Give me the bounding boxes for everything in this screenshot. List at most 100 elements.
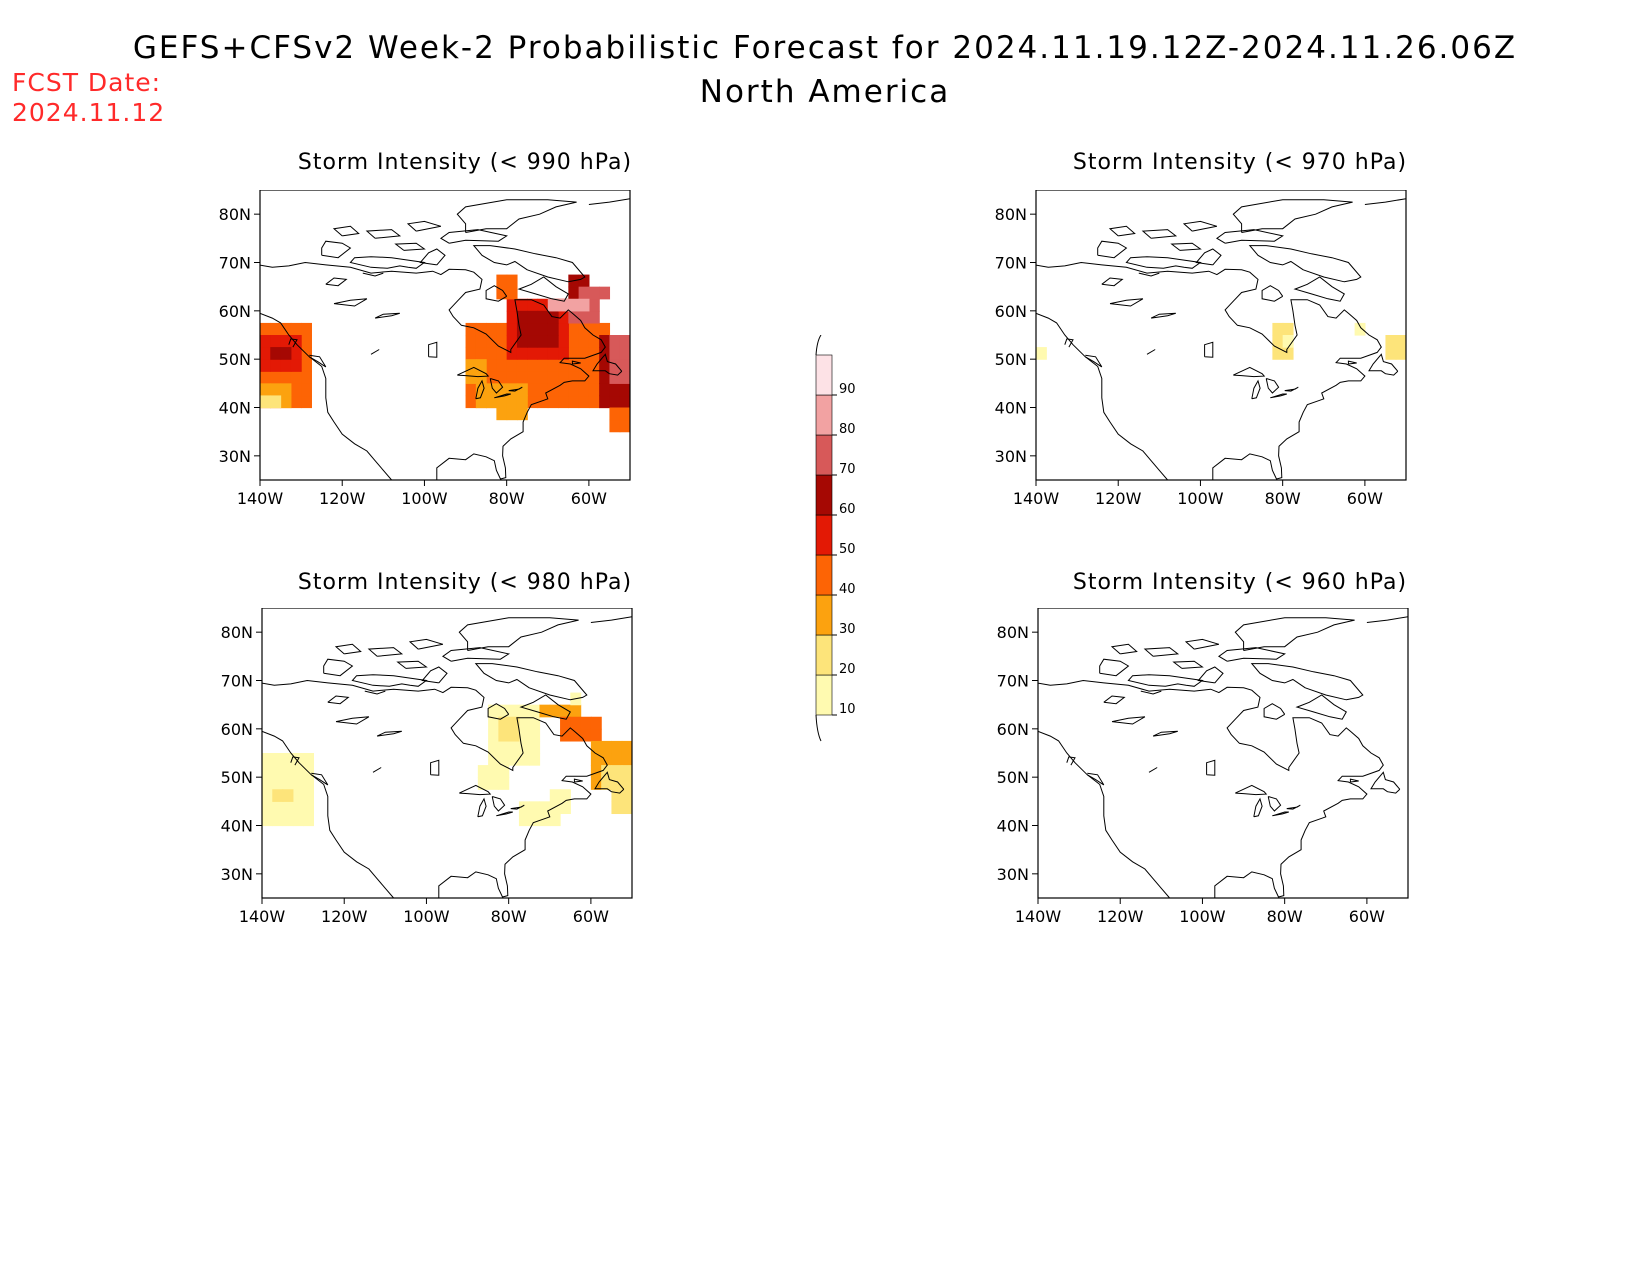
probability-cell [527,383,539,397]
probability-cell [282,789,294,802]
probability-cell [496,359,508,372]
probability-cell [560,728,571,742]
coastline [1182,220,1218,232]
probability-cell [568,310,580,324]
probability-cell [611,789,623,802]
probability-cell [280,335,292,348]
probability-cell [496,383,508,397]
probability-cell [292,813,304,827]
probability-cell [529,813,541,827]
probability-cell [570,704,582,718]
probability-cell [303,777,314,790]
probability-cell [260,322,271,336]
probability-cell [506,359,518,372]
colorbar: 90 80 70 60 50 40 30 20 10 [815,335,856,742]
coastline [456,199,577,233]
colorbar-label: 80 [839,422,856,437]
coastline [491,796,506,812]
coastline [1347,360,1357,365]
coastline [1272,811,1289,817]
probability-cell [465,335,477,348]
probability-cell [280,383,292,397]
probability-cell [496,274,508,288]
coastline [311,772,329,786]
probability-cell [290,395,302,409]
coastline [351,674,428,687]
probability-cell [588,322,600,336]
probability-cell [601,777,613,790]
probability-cell [486,322,497,336]
probability-cell [488,728,499,742]
probability-cell [1395,335,1406,348]
probability-cell [580,716,592,730]
lake-outline [370,349,380,355]
coastline [571,360,581,365]
probability-cell [588,310,600,324]
panel-title-990: Storm Intensity (< 990 hPa) [297,150,633,175]
probability-cell [282,765,294,778]
lat-tick-label: 70N [221,672,253,691]
probability-cell [270,371,282,384]
probability-cell [599,371,611,384]
lat-tick-label: 70N [997,672,1029,691]
coastline [1036,312,1168,480]
probability-cell [578,310,590,324]
probability-cell [599,383,611,397]
map-frame [259,190,631,481]
lon-tick-label: 140W [1015,907,1062,926]
probability-cell [621,777,632,790]
probability-cell [578,322,590,336]
colorbar-label: 90 [839,382,856,397]
lon-tick-label: 80W [489,489,525,508]
probability-cell [590,753,602,766]
probability-cell [486,395,497,409]
probability-cell [516,322,528,336]
probability-cell [590,740,602,754]
probability-cell [578,383,590,397]
probability-cell [270,359,282,372]
probability-cell [516,347,528,360]
probability-cell [518,753,530,766]
coastline [1143,647,1180,657]
probability-cell [619,335,630,348]
probability-cell [619,419,630,433]
probability-cell [516,298,528,312]
coastline [290,756,300,766]
coastline [474,663,588,701]
map-panel-970: 80N 70N 60N 50N 40N 30N 140W 120W 100W 80W 60W [995,190,1407,508]
probability-cell [1385,347,1397,360]
probability-cell [498,753,510,766]
lake-outline [1206,759,1216,776]
probability-cell [1395,347,1406,360]
lon-tick-label: 80W [491,907,527,926]
lat-tick-label: 50N [997,768,1029,787]
coastline [517,276,569,302]
probability-cell [611,777,623,790]
lon-tick-label: 80W [1267,907,1303,926]
probability-cell [272,813,284,827]
probability-cell [529,753,541,766]
coastline [508,386,523,392]
probability-cell [568,286,580,300]
probability-cell [599,347,611,360]
coastline [332,225,360,237]
lat-tick-label: 30N [995,447,1027,466]
coastline [439,229,508,244]
probability-cell [465,395,477,409]
lon-tick-label: 100W [1177,489,1224,508]
coastline [1036,261,1382,480]
probability-cell [292,789,304,802]
probability-cell [290,371,302,384]
probability-cell [518,813,530,827]
probability-cell [496,407,508,421]
probability-cell [547,383,559,397]
coastline [1085,354,1103,368]
probability-cell [539,704,551,718]
lon-tick-label: 100W [1179,907,1226,926]
probability-cell [496,347,508,360]
colorbar-label: 60 [839,502,856,517]
coastline [406,220,442,232]
probability-cell [475,371,487,384]
probability-cell [475,322,487,336]
coastline [489,378,504,394]
